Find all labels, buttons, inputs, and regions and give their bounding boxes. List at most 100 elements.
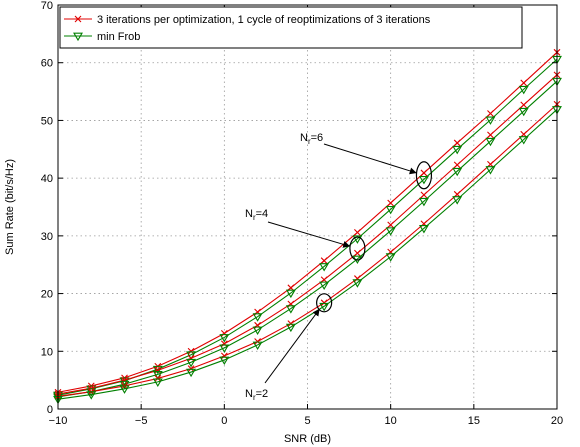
data-point <box>385 253 396 262</box>
data-point <box>186 368 197 378</box>
data-point <box>285 323 296 333</box>
data-point <box>152 371 163 380</box>
highlight-ellipse <box>415 161 433 190</box>
annotations: Nr=6 Nr=4 Nr=2 <box>245 132 433 402</box>
data-point <box>520 101 528 109</box>
y-tick-label: 50 <box>41 115 53 127</box>
data-point <box>352 279 363 288</box>
annotation-nr-2: Nr=2 <box>245 293 333 402</box>
legend-label: min Frob <box>97 31 140 43</box>
annotation-label: Nr=2 <box>245 388 268 402</box>
data-point <box>385 205 396 215</box>
x-axis-label: SNR (dB) <box>284 433 331 445</box>
x-tick-label: −10 <box>49 415 68 427</box>
y-axis-label: Sum Rate (bit/s/Hz) <box>4 159 16 255</box>
data-point <box>385 227 396 236</box>
data-point <box>387 221 395 229</box>
series-group <box>53 48 562 405</box>
legend-marker <box>73 32 83 42</box>
data-point <box>485 166 496 175</box>
data-point <box>220 340 228 348</box>
data-point <box>187 354 195 362</box>
grid <box>58 5 557 409</box>
data-point <box>285 305 296 314</box>
data-point <box>452 196 463 205</box>
y-tick-label: 60 <box>41 58 53 70</box>
series-line <box>57 51 558 393</box>
data-point <box>119 385 130 394</box>
data-point <box>252 326 263 336</box>
data-point <box>387 199 395 207</box>
data-point <box>154 375 162 382</box>
annotation-label: Nr=4 <box>245 208 268 222</box>
legend-box <box>59 6 523 49</box>
data-point <box>487 131 494 139</box>
data-point <box>220 330 228 337</box>
y-tick-label: 20 <box>41 289 53 301</box>
y-tick-label: 0 <box>47 404 53 416</box>
x-tick-label: 10 <box>385 415 397 427</box>
data-point <box>186 351 197 360</box>
data-point <box>518 136 529 145</box>
data-point <box>452 167 463 177</box>
data-point <box>319 263 330 272</box>
x-tick-label: 20 <box>551 415 563 427</box>
series-line <box>57 103 558 397</box>
data-point <box>252 341 263 351</box>
data-point <box>119 380 130 390</box>
data-point <box>485 137 496 147</box>
annotation-arrow <box>323 143 417 175</box>
x-tick-label: 5 <box>304 415 310 427</box>
data-point <box>418 175 429 185</box>
axis-ticks: −10 −5 0 5 10 15 20 0 10 20 30 40 50 60 70 <box>41 0 563 427</box>
data-point <box>352 235 363 244</box>
y-tick-label: 30 <box>41 231 53 243</box>
data-point <box>354 229 361 236</box>
x-tick-label: 0 <box>221 415 227 427</box>
annotation-nr-0: Nr=6 <box>300 132 433 190</box>
data-point <box>220 352 228 360</box>
data-point <box>86 391 97 400</box>
series-line <box>57 80 558 398</box>
x-tick-label: 15 <box>468 415 480 427</box>
data-point <box>420 169 428 177</box>
y-tick-label: 10 <box>41 346 53 358</box>
annotation-arrow <box>267 221 351 248</box>
data-point <box>319 281 330 290</box>
x-tick-label: −5 <box>135 415 148 427</box>
data-point <box>520 79 528 87</box>
data-point <box>219 344 230 353</box>
series-line <box>57 74 558 395</box>
data-point <box>354 249 361 257</box>
series-line <box>57 109 558 400</box>
data-point <box>485 116 496 125</box>
highlight-ellipse <box>316 293 333 313</box>
data-point <box>121 376 128 384</box>
legend-marker <box>74 15 82 23</box>
data-point <box>518 107 529 117</box>
data-point <box>219 356 230 366</box>
legend-label: 3 iterations per optimization, 1 cycle o… <box>97 14 431 26</box>
data-point <box>219 334 230 343</box>
data-point <box>418 225 429 234</box>
data-point <box>152 378 163 387</box>
data-point <box>518 85 529 95</box>
data-point <box>186 358 197 368</box>
data-point <box>319 302 330 312</box>
highlight-ellipse <box>349 236 366 261</box>
data-point <box>320 257 328 265</box>
data-point <box>487 110 494 117</box>
data-point <box>252 313 263 322</box>
annotation-nr-1: Nr=4 <box>245 208 366 261</box>
data-point <box>420 191 428 199</box>
y-tick-label: 70 <box>41 0 53 12</box>
annotation-label: Nr=6 <box>300 132 323 146</box>
data-point <box>285 289 296 299</box>
data-point <box>187 365 195 372</box>
series-5 <box>53 106 562 405</box>
annotation-arrow <box>264 308 320 384</box>
data-point <box>154 366 162 374</box>
legend: 3 iterations per optimization, 1 cycle o… <box>59 6 523 49</box>
data-point <box>453 139 461 147</box>
